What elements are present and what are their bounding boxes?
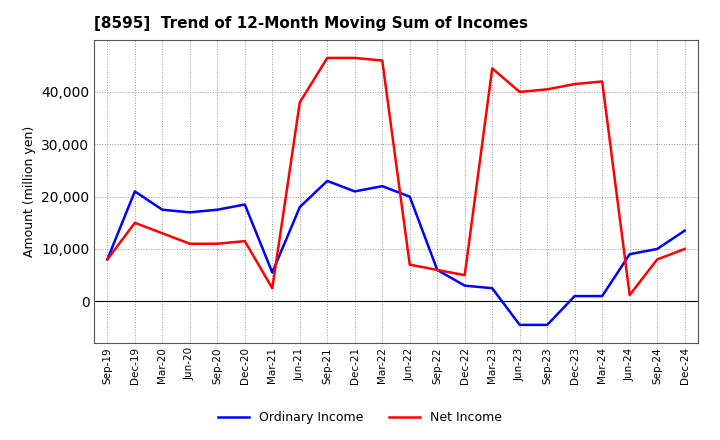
Net Income xyxy=(405,262,414,268)
Net Income xyxy=(103,257,112,262)
Net Income xyxy=(186,241,194,246)
Ordinary Income xyxy=(460,283,469,288)
Net Income xyxy=(680,246,689,252)
Ordinary Income xyxy=(130,189,139,194)
Ordinary Income xyxy=(598,293,606,299)
Net Income xyxy=(653,257,662,262)
Ordinary Income xyxy=(268,270,276,275)
Net Income xyxy=(378,58,387,63)
Line: Ordinary Income: Ordinary Income xyxy=(107,181,685,325)
Ordinary Income xyxy=(543,322,552,327)
Net Income xyxy=(433,267,441,272)
Ordinary Income xyxy=(378,183,387,189)
Ordinary Income xyxy=(516,322,524,327)
Ordinary Income xyxy=(103,257,112,262)
Net Income xyxy=(213,241,222,246)
Line: Net Income: Net Income xyxy=(107,58,685,295)
Net Income xyxy=(351,55,359,61)
Ordinary Income xyxy=(570,293,579,299)
Ordinary Income xyxy=(240,202,249,207)
Net Income xyxy=(295,100,304,105)
Ordinary Income xyxy=(158,207,166,213)
Net Income xyxy=(598,79,606,84)
Ordinary Income xyxy=(186,210,194,215)
Ordinary Income xyxy=(295,205,304,210)
Ordinary Income xyxy=(626,252,634,257)
Net Income xyxy=(240,238,249,244)
Ordinary Income xyxy=(323,178,332,183)
Net Income xyxy=(543,87,552,92)
Ordinary Income xyxy=(405,194,414,199)
Net Income xyxy=(323,55,332,61)
Ordinary Income xyxy=(213,207,222,213)
Y-axis label: Amount (million yen): Amount (million yen) xyxy=(22,126,35,257)
Ordinary Income xyxy=(488,286,497,291)
Ordinary Income xyxy=(351,189,359,194)
Ordinary Income xyxy=(680,228,689,233)
Ordinary Income xyxy=(433,267,441,272)
Legend: Ordinary Income, Net Income: Ordinary Income, Net Income xyxy=(213,407,507,429)
Text: [8595]  Trend of 12-Month Moving Sum of Incomes: [8595] Trend of 12-Month Moving Sum of I… xyxy=(94,16,528,32)
Net Income xyxy=(626,293,634,298)
Net Income xyxy=(570,81,579,87)
Net Income xyxy=(516,89,524,95)
Net Income xyxy=(130,220,139,225)
Ordinary Income xyxy=(653,246,662,252)
Net Income xyxy=(158,231,166,236)
Net Income xyxy=(460,272,469,278)
Net Income xyxy=(488,66,497,71)
Net Income xyxy=(268,286,276,291)
